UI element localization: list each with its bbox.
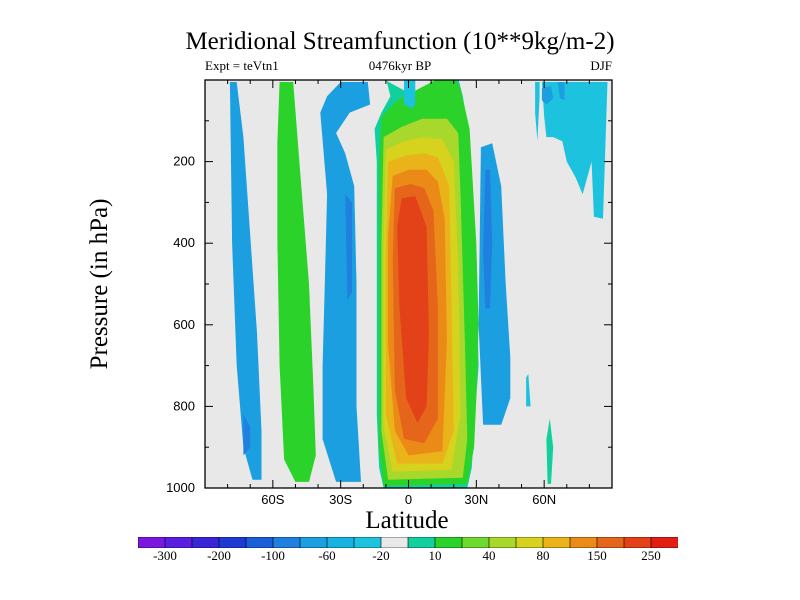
contour-regions [229, 80, 608, 488]
y-tick-label: 600 [173, 317, 195, 332]
y-tick-label: 400 [173, 235, 195, 250]
colorbar-swatch [272, 536, 301, 549]
colorbar-swatch [407, 536, 436, 549]
colorbar-swatch [326, 536, 355, 549]
colorbar-label: 10 [428, 548, 442, 563]
colorbar-swatch [623, 536, 652, 549]
sh-blue-ferrel [320, 82, 371, 482]
colorbar-swatch [650, 536, 679, 549]
colorbar-swatch [569, 536, 598, 549]
y-tick-label: 1000 [166, 480, 195, 495]
x-tick-label: 30S [329, 492, 352, 507]
colorbar-swatch [542, 536, 571, 549]
tropics-top-cyan [404, 80, 416, 109]
time-label: 0476kyr BP [368, 58, 432, 73]
colorbar-swatch [461, 536, 490, 549]
x-tick-label: 60S [261, 492, 284, 507]
eq-level-300 [397, 196, 429, 423]
nh-thin-cyan [526, 373, 531, 407]
colorbar-label: -60 [318, 548, 336, 563]
colorbar-swatch [137, 536, 166, 549]
colorbar [137, 535, 679, 549]
sh-blue-ferrel-core [345, 194, 352, 301]
colorbar-label: 250 [641, 548, 661, 563]
x-tick-label: 0 [405, 492, 412, 507]
colorbar-swatch [353, 536, 382, 549]
colorbar-swatch [515, 536, 544, 549]
nh-polar-strip [535, 82, 540, 142]
experiment-label: Expt = teVtn1 [205, 58, 279, 73]
chart-title: Meridional Streamfunction (10**9kg/m-2) [185, 28, 615, 55]
nh-polar-negative [541, 82, 608, 219]
sh-green-cell [277, 82, 316, 482]
colorbar-swatch [434, 536, 463, 549]
colorbar-label: -200 [207, 548, 231, 563]
colorbar-label: -300 [153, 548, 177, 563]
nh-blue-ferrel-core [483, 169, 493, 309]
nh-polar-dark [541, 86, 554, 105]
x-tick-label: 60N [532, 492, 556, 507]
colorbar-swatch [164, 536, 193, 549]
colorbar-swatch [488, 536, 517, 549]
x-tick-label: 30N [464, 492, 488, 507]
colorbar-label: -100 [261, 548, 285, 563]
colorbar-swatch [191, 536, 220, 549]
y-tick-label: 200 [173, 154, 195, 169]
colorbar-swatch [596, 536, 625, 549]
season-label: DJF [590, 58, 612, 73]
y-tick-label: 800 [173, 398, 195, 413]
colorbar-swatch [218, 536, 247, 549]
axis-ticks: 60S 30S 0 30N 60N 200 400 600 800 1000 [166, 80, 612, 507]
x-axis-title: Latitude [365, 507, 448, 534]
colorbar-swatch [299, 536, 328, 549]
sh-polar-inner [243, 414, 251, 456]
colorbar-label: -20 [372, 548, 390, 563]
colorbar-labels: -300 -200 -100 -60 -20 10 40 80 150 250 [0, 548, 800, 568]
sh-polar-negative-cell [229, 82, 262, 480]
colorbar-swatch [380, 536, 409, 549]
nh-polar-dark-2 [557, 82, 565, 101]
colorbar-swatch [245, 536, 274, 549]
colorbar-label: 40 [482, 548, 496, 563]
nh-thin-green [546, 418, 554, 484]
colorbar-label: 150 [587, 548, 607, 563]
colorbar-label: 80 [536, 548, 550, 563]
